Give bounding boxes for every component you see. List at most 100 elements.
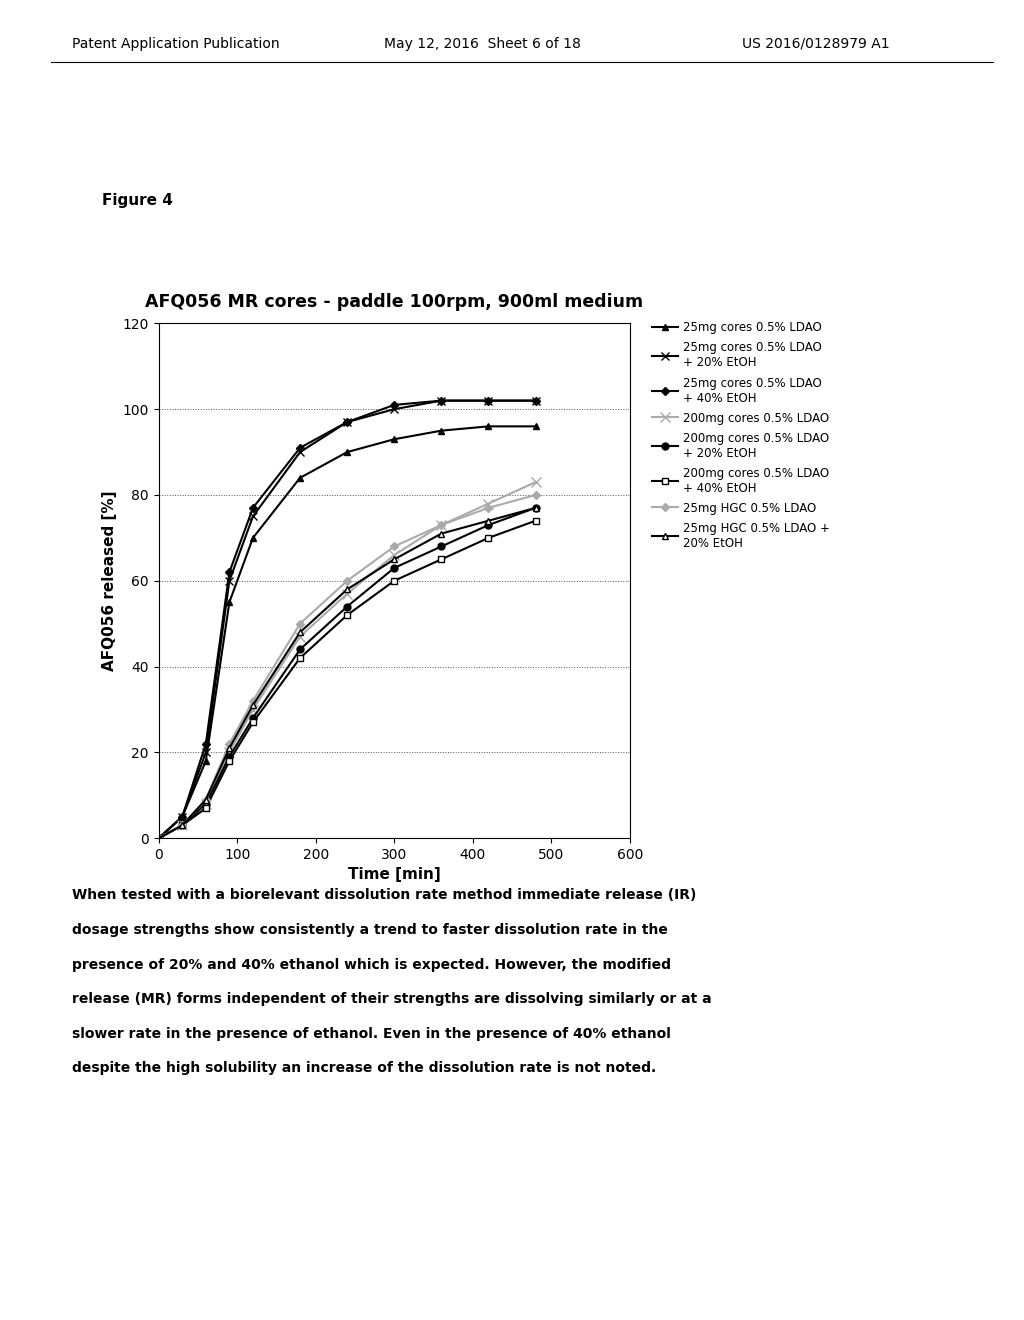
25mg cores 0.5% LDAO
+ 40% EtOH [176, 809, 188, 825]
Text: Figure 4: Figure 4 [102, 193, 173, 207]
200mg cores 0.5% LDAO [482, 496, 495, 512]
200mg cores 0.5% LDAO [388, 548, 400, 564]
25mg HGC 0.5% LDAO [247, 693, 259, 709]
25mg HGC 0.5% LDAO [388, 539, 400, 554]
25mg cores 0.5% LDAO
+ 20% EtOH [200, 744, 212, 760]
25mg HGC 0.5% LDAO [482, 500, 495, 516]
Text: May 12, 2016  Sheet 6 of 18: May 12, 2016 Sheet 6 of 18 [384, 37, 581, 50]
200mg cores 0.5% LDAO
+ 20% EtOH [529, 500, 542, 516]
25mg cores 0.5% LDAO
+ 40% EtOH [200, 737, 212, 752]
25mg cores 0.5% LDAO [223, 594, 236, 610]
25mg cores 0.5% LDAO
+ 20% EtOH [529, 393, 542, 409]
25mg cores 0.5% LDAO [529, 418, 542, 434]
25mg cores 0.5% LDAO
+ 20% EtOH [247, 508, 259, 524]
200mg cores 0.5% LDAO
+ 20% EtOH [388, 560, 400, 576]
Line: 200mg cores 0.5% LDAO: 200mg cores 0.5% LDAO [154, 478, 541, 843]
200mg cores 0.5% LDAO
+ 40% EtOH [200, 800, 212, 816]
25mg HGC 0.5% LDAO +
20% EtOH [200, 792, 212, 808]
25mg HGC 0.5% LDAO +
20% EtOH [529, 500, 542, 516]
25mg HGC 0.5% LDAO +
20% EtOH [435, 525, 447, 541]
Line: 25mg cores 0.5% LDAO
+ 40% EtOH: 25mg cores 0.5% LDAO + 40% EtOH [156, 397, 539, 841]
25mg cores 0.5% LDAO [153, 830, 165, 846]
25mg HGC 0.5% LDAO +
20% EtOH [223, 741, 236, 756]
25mg cores 0.5% LDAO
+ 20% EtOH [294, 445, 306, 461]
200mg cores 0.5% LDAO
+ 20% EtOH [153, 830, 165, 846]
25mg HGC 0.5% LDAO [223, 737, 236, 752]
25mg cores 0.5% LDAO [247, 531, 259, 546]
Text: Patent Application Publication: Patent Application Publication [72, 37, 280, 50]
200mg cores 0.5% LDAO
+ 40% EtOH [341, 607, 353, 623]
200mg cores 0.5% LDAO
+ 40% EtOH [247, 714, 259, 730]
200mg cores 0.5% LDAO
+ 40% EtOH [223, 752, 236, 768]
Line: 25mg HGC 0.5% LDAO: 25mg HGC 0.5% LDAO [156, 492, 539, 841]
25mg HGC 0.5% LDAO [294, 615, 306, 632]
25mg cores 0.5% LDAO [482, 418, 495, 434]
25mg cores 0.5% LDAO
+ 20% EtOH [388, 401, 400, 417]
25mg cores 0.5% LDAO
+ 40% EtOH [153, 830, 165, 846]
25mg cores 0.5% LDAO
+ 40% EtOH [388, 397, 400, 413]
Text: despite the high solubility an increase of the dissolution rate is not noted.: despite the high solubility an increase … [72, 1061, 656, 1076]
25mg cores 0.5% LDAO
+ 40% EtOH [341, 414, 353, 430]
200mg cores 0.5% LDAO [529, 474, 542, 490]
200mg cores 0.5% LDAO [247, 702, 259, 718]
25mg cores 0.5% LDAO
+ 20% EtOH [482, 393, 495, 409]
200mg cores 0.5% LDAO
+ 40% EtOH [482, 531, 495, 546]
Title: AFQ056 MR cores - paddle 100rpm, 900ml medium: AFQ056 MR cores - paddle 100rpm, 900ml m… [145, 293, 643, 310]
Text: dosage strengths show consistently a trend to faster dissolution rate in the: dosage strengths show consistently a tre… [72, 923, 668, 937]
Line: 200mg cores 0.5% LDAO
+ 40% EtOH: 200mg cores 0.5% LDAO + 40% EtOH [156, 517, 539, 842]
25mg cores 0.5% LDAO
+ 20% EtOH [341, 414, 353, 430]
25mg cores 0.5% LDAO
+ 40% EtOH [223, 565, 236, 581]
25mg HGC 0.5% LDAO +
20% EtOH [153, 830, 165, 846]
200mg cores 0.5% LDAO
+ 40% EtOH [153, 830, 165, 846]
Text: US 2016/0128979 A1: US 2016/0128979 A1 [742, 37, 890, 50]
Y-axis label: AFQ056 released [%]: AFQ056 released [%] [102, 491, 117, 671]
25mg cores 0.5% LDAO
+ 40% EtOH [294, 440, 306, 455]
200mg cores 0.5% LDAO [223, 744, 236, 760]
25mg HGC 0.5% LDAO [176, 817, 188, 833]
Text: presence of 20% and 40% ethanol which is expected. However, the modified: presence of 20% and 40% ethanol which is… [72, 957, 671, 972]
25mg cores 0.5% LDAO
+ 20% EtOH [223, 573, 236, 589]
25mg cores 0.5% LDAO [388, 432, 400, 447]
200mg cores 0.5% LDAO [435, 517, 447, 533]
25mg HGC 0.5% LDAO +
20% EtOH [482, 512, 495, 528]
200mg cores 0.5% LDAO
+ 20% EtOH [482, 517, 495, 533]
25mg cores 0.5% LDAO [341, 445, 353, 461]
Text: slower rate in the presence of ethanol. Even in the presence of 40% ethanol: slower rate in the presence of ethanol. … [72, 1027, 671, 1040]
Text: release (MR) forms independent of their strengths are dissolving similarly or at: release (MR) forms independent of their … [72, 993, 712, 1006]
200mg cores 0.5% LDAO [200, 796, 212, 812]
25mg cores 0.5% LDAO
+ 40% EtOH [247, 500, 259, 516]
Line: 200mg cores 0.5% LDAO
+ 20% EtOH: 200mg cores 0.5% LDAO + 20% EtOH [156, 504, 539, 842]
25mg cores 0.5% LDAO
+ 20% EtOH [435, 393, 447, 409]
200mg cores 0.5% LDAO
+ 20% EtOH [176, 817, 188, 833]
200mg cores 0.5% LDAO
+ 20% EtOH [247, 710, 259, 726]
25mg HGC 0.5% LDAO [341, 573, 353, 589]
Line: 25mg HGC 0.5% LDAO +
20% EtOH: 25mg HGC 0.5% LDAO + 20% EtOH [156, 504, 539, 842]
200mg cores 0.5% LDAO [153, 830, 165, 846]
200mg cores 0.5% LDAO
+ 20% EtOH [294, 642, 306, 657]
25mg HGC 0.5% LDAO [153, 830, 165, 846]
25mg cores 0.5% LDAO
+ 40% EtOH [529, 393, 542, 409]
25mg cores 0.5% LDAO
+ 40% EtOH [435, 393, 447, 409]
Line: 25mg cores 0.5% LDAO
+ 20% EtOH: 25mg cores 0.5% LDAO + 20% EtOH [155, 396, 540, 842]
200mg cores 0.5% LDAO [176, 817, 188, 833]
200mg cores 0.5% LDAO [294, 628, 306, 644]
200mg cores 0.5% LDAO
+ 40% EtOH [294, 649, 306, 665]
200mg cores 0.5% LDAO
+ 40% EtOH [529, 512, 542, 528]
200mg cores 0.5% LDAO
+ 40% EtOH [388, 573, 400, 589]
25mg HGC 0.5% LDAO +
20% EtOH [247, 697, 259, 713]
25mg HGC 0.5% LDAO [200, 792, 212, 808]
25mg cores 0.5% LDAO
+ 20% EtOH [176, 809, 188, 825]
25mg cores 0.5% LDAO
+ 40% EtOH [482, 393, 495, 409]
25mg HGC 0.5% LDAO [435, 517, 447, 533]
Text: When tested with a biorelevant dissolution rate method immediate release (IR): When tested with a biorelevant dissoluti… [72, 888, 696, 903]
25mg cores 0.5% LDAO [435, 422, 447, 438]
25mg cores 0.5% LDAO [294, 470, 306, 486]
200mg cores 0.5% LDAO
+ 20% EtOH [200, 796, 212, 812]
25mg HGC 0.5% LDAO [529, 487, 542, 503]
200mg cores 0.5% LDAO
+ 20% EtOH [341, 599, 353, 615]
200mg cores 0.5% LDAO
+ 40% EtOH [435, 552, 447, 568]
25mg cores 0.5% LDAO [176, 809, 188, 825]
X-axis label: Time [min]: Time [min] [348, 867, 440, 883]
25mg HGC 0.5% LDAO +
20% EtOH [341, 582, 353, 598]
25mg HGC 0.5% LDAO +
20% EtOH [388, 552, 400, 568]
